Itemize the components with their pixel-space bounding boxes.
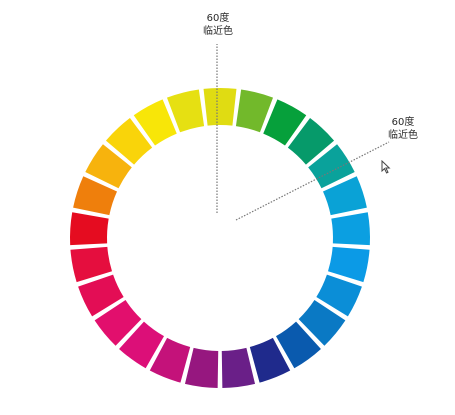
label-angle: 60度 <box>391 117 415 128</box>
color-segment-9 <box>316 274 362 317</box>
color-segment-22 <box>85 144 132 189</box>
adjacent-color-label-top: 60度 临近色 <box>196 12 240 38</box>
color-segment-1 <box>203 88 237 126</box>
color-segment-16 <box>119 321 165 369</box>
color-segment-11 <box>275 321 321 369</box>
color-segment-19 <box>70 246 112 283</box>
label-angle: 60度 <box>206 13 230 24</box>
color-segment-4 <box>287 118 335 165</box>
label-name: 临近色 <box>388 130 418 141</box>
color-segment-12 <box>249 337 291 383</box>
color-segment-14 <box>184 347 219 388</box>
color-segment-2 <box>235 89 274 133</box>
color-segment-6 <box>322 176 367 216</box>
color-segment-21 <box>73 176 118 216</box>
color-segment-24 <box>133 99 177 146</box>
color-segment-23 <box>105 118 153 165</box>
color-segment-17 <box>94 300 142 346</box>
color-segment-3 <box>263 99 307 146</box>
color-segment-20 <box>70 212 109 246</box>
color-segment-18 <box>78 274 124 317</box>
color-segment-8 <box>328 246 370 283</box>
adjacent-color-label-right: 60度 临近色 <box>381 116 425 142</box>
color-segment-25 <box>166 89 205 133</box>
color-segment-13 <box>221 347 256 388</box>
mouse-pointer-icon <box>381 160 391 174</box>
wheel-segments <box>70 88 370 388</box>
color-segment-7 <box>331 212 370 246</box>
label-name: 临近色 <box>203 26 233 37</box>
color-segment-10 <box>298 300 346 346</box>
color-segment-15 <box>149 337 191 383</box>
